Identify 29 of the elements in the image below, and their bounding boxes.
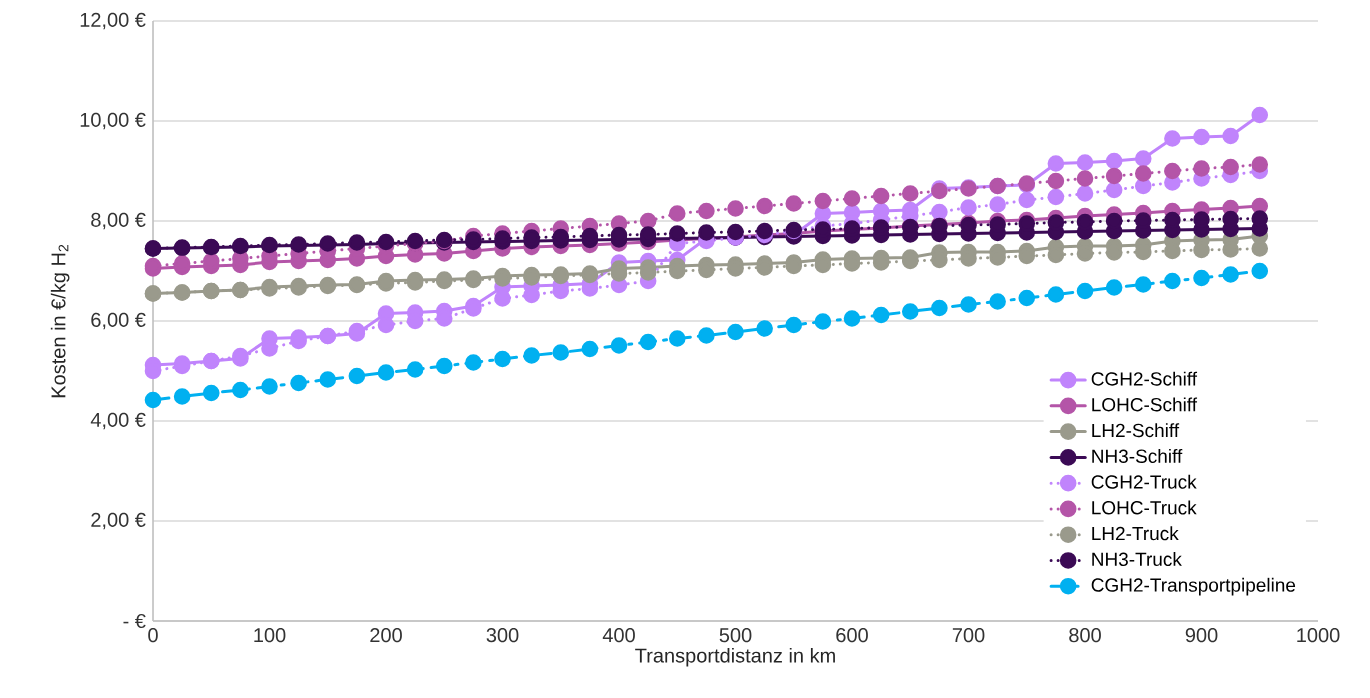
legend-label: NH3-Truck [1092, 552, 1182, 567]
legend-label: CGH2-Truck [1091, 474, 1197, 489]
legend-label: CGH2-Transportpipeline [1091, 577, 1296, 596]
y-tick-label: 4,00 € [90, 412, 146, 430]
legend-label: NH3-Schiff [1092, 449, 1183, 463]
x-tick-label: 900 [1185, 628, 1218, 643]
x-tick-label: 800 [1069, 628, 1101, 643]
x-tick-label: 100 [254, 628, 286, 643]
x-tick-label: 1000 [1297, 628, 1340, 643]
x-tick-label: 600 [836, 628, 868, 643]
legend-label: CGH2-Schiff [1091, 371, 1198, 386]
x-tick-label: 500 [719, 628, 752, 643]
y-tick-label: - € [123, 613, 146, 629]
y-tick-label: 12,00 € [80, 12, 146, 30]
y-tick-label: 8,00 € [91, 212, 146, 230]
legend-label: LH2-Truck [1092, 526, 1179, 541]
legend-label: LH2-Schiff [1092, 423, 1180, 438]
legend-label: LOHC-Schiff [1092, 397, 1198, 412]
y-tick-label: 10,00 € [80, 112, 146, 130]
x-tick-label: 300 [486, 628, 519, 643]
legend-label: LOHC-Truck [1092, 500, 1197, 515]
y-tick-label: 2,00 € [91, 512, 146, 530]
y-axis-title: Kosten in €/kg H$_{2}$ [50, 244, 70, 398]
x-tick-label: 400 [602, 628, 635, 643]
x-tick-label: 700 [952, 628, 985, 643]
y-tick-label: 6,00 € [91, 312, 146, 330]
x-axis-title: Transportdistanz in km [635, 647, 835, 667]
x-tick-label: 0 [148, 628, 158, 643]
x-tick-label: 200 [370, 628, 402, 643]
